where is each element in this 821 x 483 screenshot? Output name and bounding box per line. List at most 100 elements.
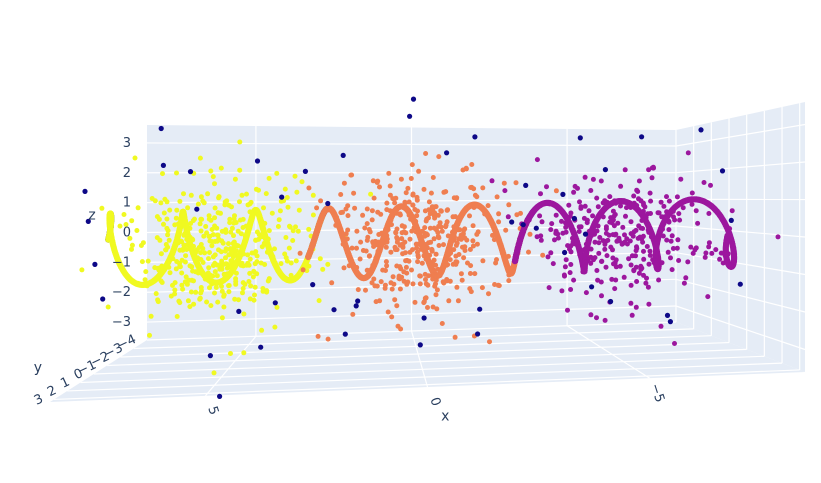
cloud-point-yellow — [252, 261, 258, 267]
cloud-point-purple — [676, 258, 682, 263]
cloud-point-yellow — [253, 237, 259, 243]
cloud-point-yellow — [200, 260, 206, 265]
cloud-point-yellow — [228, 229, 234, 235]
outlier-point — [325, 200, 331, 207]
cloud-point-orange — [474, 231, 480, 237]
cloud-point-yellow — [210, 273, 216, 279]
cloud-point-yellow — [180, 286, 186, 292]
cloud-point-purple — [608, 244, 614, 250]
cloud-point-yellow — [240, 280, 246, 286]
cloud-point-orange — [414, 245, 420, 251]
outlier-point — [217, 393, 223, 399]
cloud-point-orange — [387, 183, 393, 189]
cloud-point-orange — [351, 190, 357, 196]
cloud-point-orange — [412, 299, 418, 305]
cloud-point-orange — [428, 190, 434, 196]
cloud-point-orange — [392, 297, 398, 303]
cloud-point-orange — [446, 298, 452, 304]
cloud-point-purple — [702, 254, 708, 260]
cloud-point-purple — [629, 312, 635, 318]
z-tick-label: 1 — [123, 196, 131, 211]
cloud-point-purple — [544, 184, 549, 190]
cloud-point-orange — [362, 225, 368, 231]
cloud-point-purple — [631, 229, 637, 235]
cloud-point-purple — [549, 221, 555, 227]
cloud-point-yellow — [215, 210, 221, 216]
cloud-point-yellow — [185, 298, 191, 304]
cloud-point-purple — [666, 227, 672, 233]
cloud-point-yellow — [129, 242, 135, 248]
cloud-point-yellow — [284, 195, 290, 200]
cloud-point-yellow — [219, 228, 225, 234]
cloud-point-orange — [434, 287, 440, 293]
cloud-point-orange — [493, 260, 499, 266]
cloud-point-orange — [383, 244, 389, 250]
cloud-point-purple — [664, 194, 669, 200]
cloud-point-orange — [415, 259, 421, 265]
outlier-point — [158, 125, 164, 132]
cloud-point-orange — [364, 221, 370, 227]
cloud-point-orange — [329, 280, 335, 286]
cloud-point-orange — [365, 234, 371, 240]
cloud-point-orange — [357, 256, 363, 262]
cloud-point-yellow — [277, 208, 283, 214]
cloud-point-yellow — [296, 207, 302, 213]
cloud-point-yellow — [203, 224, 209, 229]
cloud-point-purple — [641, 272, 646, 278]
cloud-point-purple — [612, 286, 618, 292]
cloud-point-yellow — [233, 281, 239, 287]
cloud-point-orange — [474, 241, 480, 247]
cloud-point-yellow — [174, 314, 180, 319]
cloud-point-orange — [400, 251, 406, 257]
cloud-point-orange — [315, 333, 321, 339]
cloud-point-purple — [672, 217, 678, 223]
cloud-point-orange — [403, 264, 409, 270]
cloud-point-orange — [377, 184, 382, 190]
cloud-point-purple — [590, 213, 596, 219]
cloud-point-purple — [546, 285, 552, 291]
cloud-point-yellow — [259, 327, 265, 333]
cloud-point-yellow — [248, 199, 254, 205]
cloud-point-orange — [345, 203, 351, 209]
cloud-point-purple — [622, 239, 628, 245]
cloud-point-yellow — [240, 225, 246, 230]
cloud-point-orange — [389, 286, 395, 292]
cloud-point-yellow — [237, 217, 243, 223]
cloud-point-orange — [430, 175, 436, 180]
cloud-point-yellow — [99, 205, 105, 211]
cloud-point-purple — [610, 255, 616, 261]
cloud-point-purple — [595, 204, 601, 210]
cloud-point-yellow — [252, 284, 258, 290]
cloud-point-purple — [563, 224, 569, 230]
outlier-point — [728, 217, 734, 223]
cloud-point-yellow — [227, 246, 233, 252]
cloud-point-yellow — [187, 304, 193, 310]
cloud-point-orange — [318, 198, 324, 204]
cloud-point-yellow — [278, 198, 284, 204]
cloud-point-orange — [431, 225, 437, 231]
cloud-point-orange — [396, 273, 402, 279]
cloud-point-purple — [677, 217, 683, 223]
y-gridline-floor — [80, 355, 765, 384]
cloud-point-orange — [375, 209, 381, 215]
cloud-point-orange — [349, 245, 355, 251]
cloud-point-orange — [540, 252, 546, 258]
cloud-point-purple — [606, 232, 612, 238]
cloud-point-yellow — [163, 247, 169, 253]
outlier-point — [302, 168, 308, 174]
cloud-point-purple — [622, 232, 627, 238]
cloud-point-purple — [568, 262, 574, 267]
cloud-point-purple — [658, 323, 664, 329]
cloud-point-orange — [426, 273, 431, 279]
cloud-point-purple — [641, 256, 647, 262]
cloud-point-orange — [472, 192, 478, 198]
x-axis-title: x — [441, 408, 449, 424]
cloud-point-orange — [388, 249, 394, 255]
cloud-point-purple — [713, 247, 719, 253]
outlier-point — [279, 194, 285, 200]
cloud-point-purple — [688, 244, 694, 250]
cloud-point-yellow — [172, 287, 178, 293]
cloud-point-purple — [607, 194, 613, 200]
cloud-point-yellow — [155, 299, 161, 305]
